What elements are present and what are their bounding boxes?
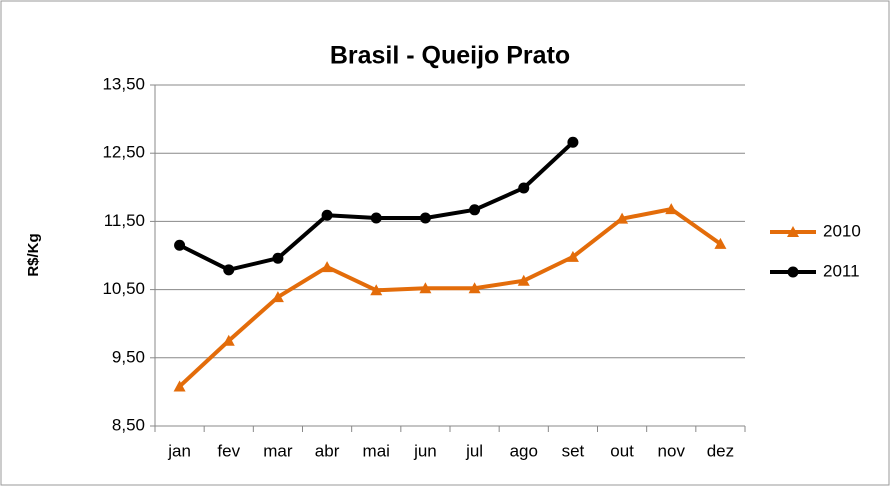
- marker: [468, 282, 481, 294]
- marker: [518, 182, 530, 194]
- marker: [272, 252, 284, 264]
- marker: [787, 226, 799, 237]
- marker: [222, 334, 235, 346]
- legend-label: 2011: [823, 261, 860, 280]
- marker: [321, 209, 333, 221]
- marker: [616, 212, 629, 224]
- y-axis-label: R$/Kg: [25, 233, 42, 276]
- x-tick-label: out: [610, 441, 634, 460]
- y-tick-label: 10,50: [102, 279, 145, 298]
- y-tick-label: 13,50: [102, 74, 145, 93]
- x-tick-label: ago: [510, 441, 538, 460]
- marker: [174, 239, 186, 251]
- marker: [665, 203, 678, 215]
- y-tick-label: 9,50: [112, 347, 145, 366]
- y-tick-label: 12,50: [102, 143, 145, 162]
- legend-label: 2010: [823, 221, 861, 240]
- x-tick-label: jul: [465, 441, 483, 460]
- marker: [321, 261, 334, 273]
- y-tick-label: 8,50: [112, 415, 145, 434]
- x-tick-label: mar: [263, 441, 293, 460]
- marker: [469, 204, 481, 216]
- series-line: [178, 207, 722, 388]
- y-tick-label: 11,50: [104, 211, 145, 230]
- marker: [271, 291, 284, 303]
- marker: [173, 380, 186, 392]
- marker: [419, 212, 431, 224]
- x-tick-label: mai: [363, 441, 390, 460]
- marker: [567, 136, 579, 148]
- x-tick-label: dez: [707, 441, 734, 460]
- x-tick-label: jan: [167, 441, 191, 460]
- x-tick-label: nov: [658, 441, 686, 460]
- marker: [419, 282, 432, 294]
- marker: [517, 274, 530, 286]
- marker: [566, 250, 579, 262]
- marker: [714, 237, 727, 249]
- x-tick-label: set: [562, 441, 585, 460]
- marker: [223, 264, 235, 276]
- x-tick-label: fev: [217, 441, 240, 460]
- marker: [370, 212, 382, 224]
- x-tick-label: abr: [315, 441, 340, 460]
- marker: [787, 266, 799, 278]
- x-tick-label: jun: [413, 441, 437, 460]
- chart-title: Brasil - Queijo Prato: [330, 42, 570, 70]
- marker: [370, 284, 383, 296]
